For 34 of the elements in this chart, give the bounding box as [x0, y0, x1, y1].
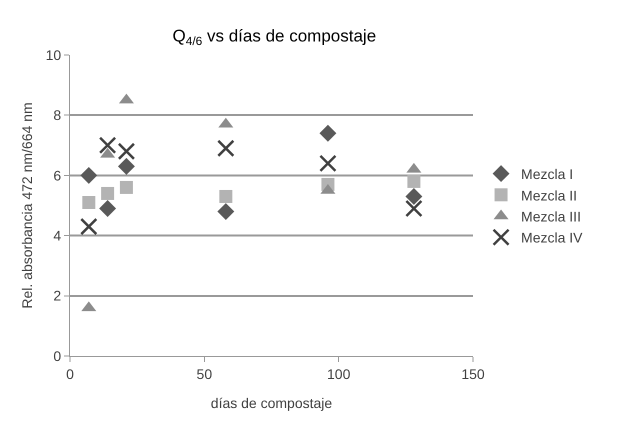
- y-axis-title: Rel. absorbancia 472 nm/664 nm: [19, 102, 35, 309]
- point: [405, 200, 423, 218]
- point: [80, 218, 98, 236]
- y-tick-label: 8: [53, 107, 62, 124]
- point: [101, 186, 114, 200]
- point: [219, 190, 232, 203]
- point: [98, 136, 116, 154]
- point: [319, 124, 336, 142]
- point: [407, 174, 420, 188]
- y-tick-label: 6: [53, 167, 62, 184]
- point: [82, 196, 96, 209]
- point: [217, 203, 234, 220]
- point: [118, 142, 136, 160]
- point: [99, 200, 116, 217]
- point: [120, 180, 133, 194]
- chart-title: Q$_{4/6}$ vs días de compostaje: [172, 26, 376, 48]
- point: [217, 140, 235, 158]
- y-tick-label: 4: [53, 228, 62, 244]
- y-tick-label: 2: [53, 288, 62, 304]
- x-axis-title: días de compostaje: [210, 395, 332, 411]
- legend-label: Mezcla IV: [521, 230, 584, 246]
- point: [319, 154, 337, 172]
- legend-label: Mezcla II: [521, 187, 578, 204]
- x-tick-label: 0: [66, 366, 74, 382]
- x-tick-label: 100: [326, 366, 351, 382]
- point: [118, 158, 135, 175]
- point: [405, 188, 422, 205]
- legend-label: Mezcla III: [521, 208, 581, 224]
- y-tick-label: 0: [53, 348, 62, 364]
- point: [80, 166, 98, 184]
- y-tick-label: 10: [46, 46, 62, 63]
- x-tick-label: 150: [461, 366, 485, 382]
- x-tick-label: 50: [196, 366, 212, 382]
- legend-label: Mezcla I: [521, 166, 574, 182]
